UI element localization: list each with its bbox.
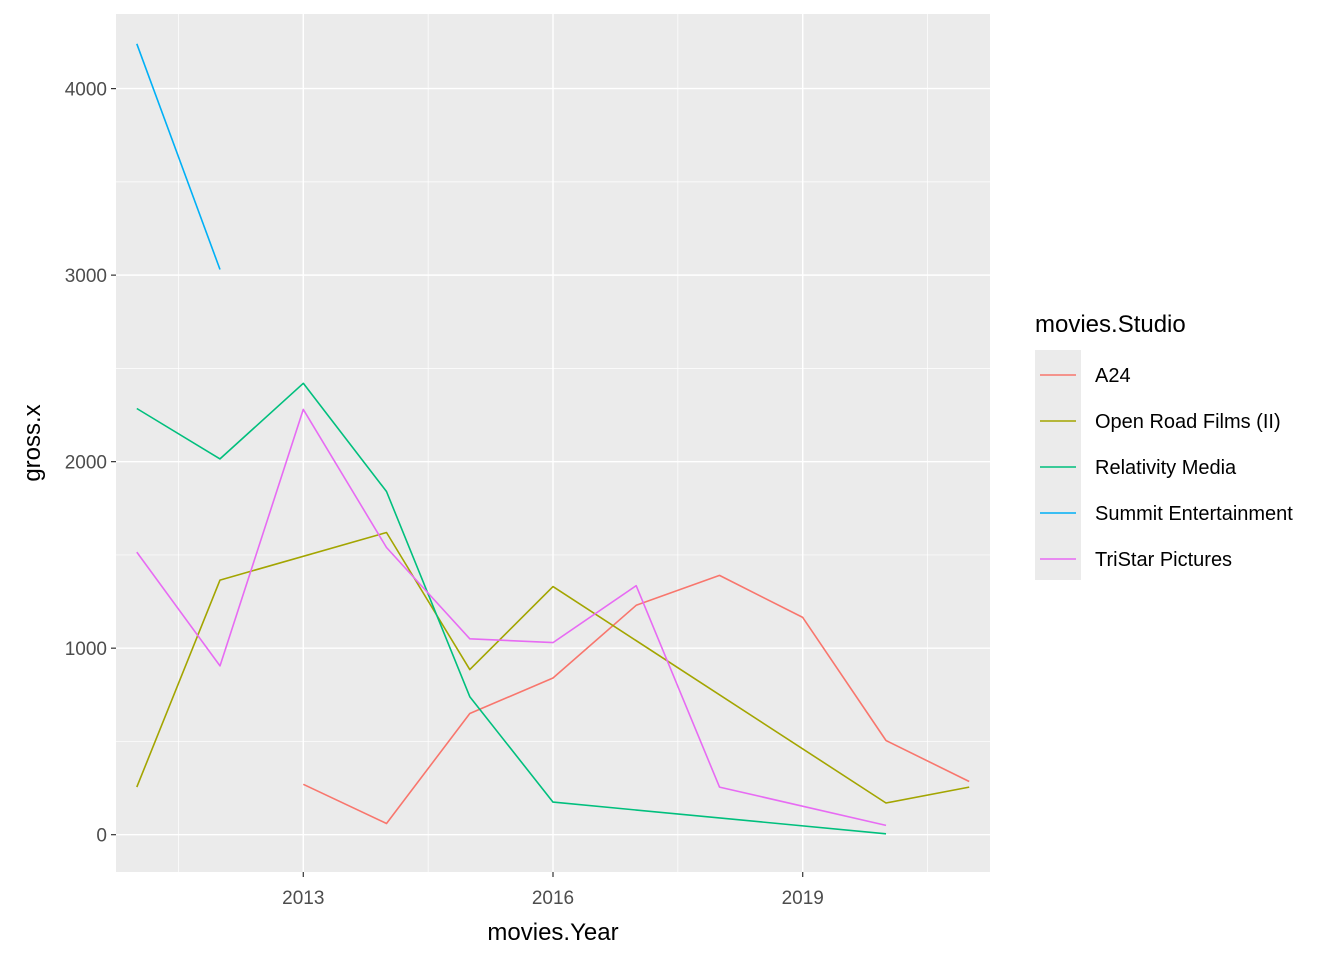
legend-label-open-road-films-ii: Open Road Films (II) — [1095, 411, 1281, 433]
series-line-a24 — [302, 574, 970, 825]
series-lines — [136, 43, 970, 835]
x-tick-label: 2016 — [532, 888, 574, 909]
x-tick-label: 2013 — [282, 888, 324, 909]
legend-label-relativity-media: Relativity Media — [1095, 457, 1237, 479]
series-line-relativity-media — [136, 382, 887, 835]
y-axis-title: gross.x — [19, 404, 46, 481]
series-line-open-road-films-ii — [136, 531, 970, 804]
y-tick-label: 4000 — [65, 80, 107, 101]
legend-key-background — [1035, 350, 1081, 580]
legend-label-summit-entertainment: Summit Entertainment — [1095, 503, 1293, 525]
major-gridlines — [116, 14, 990, 872]
series-line-summit-entertainment — [136, 43, 221, 270]
legend: movies.Studio A24 Open Road Films (II) Rel… — [1035, 311, 1293, 580]
y-tick-label: 3000 — [65, 266, 107, 287]
x-axis: 2013 2016 2019 — [282, 872, 824, 909]
y-tick-label: 0 — [96, 826, 107, 847]
x-axis-title: movies.Year — [487, 919, 618, 946]
legend-title: movies.Studio — [1035, 311, 1186, 338]
series-line-tristar-pictures — [136, 408, 887, 827]
x-tick-label: 2019 — [782, 888, 824, 909]
legend-items: A24 Open Road Films (II) Relativity Media S… — [1040, 365, 1293, 571]
y-tick-label: 2000 — [65, 453, 107, 474]
y-tick-label: 1000 — [65, 639, 107, 660]
legend-label-tristar-pictures: TriStar Pictures — [1095, 549, 1232, 571]
y-axis: 0 1000 2000 3000 4000 — [65, 80, 116, 847]
legend-label-a24: A24 — [1095, 365, 1131, 387]
